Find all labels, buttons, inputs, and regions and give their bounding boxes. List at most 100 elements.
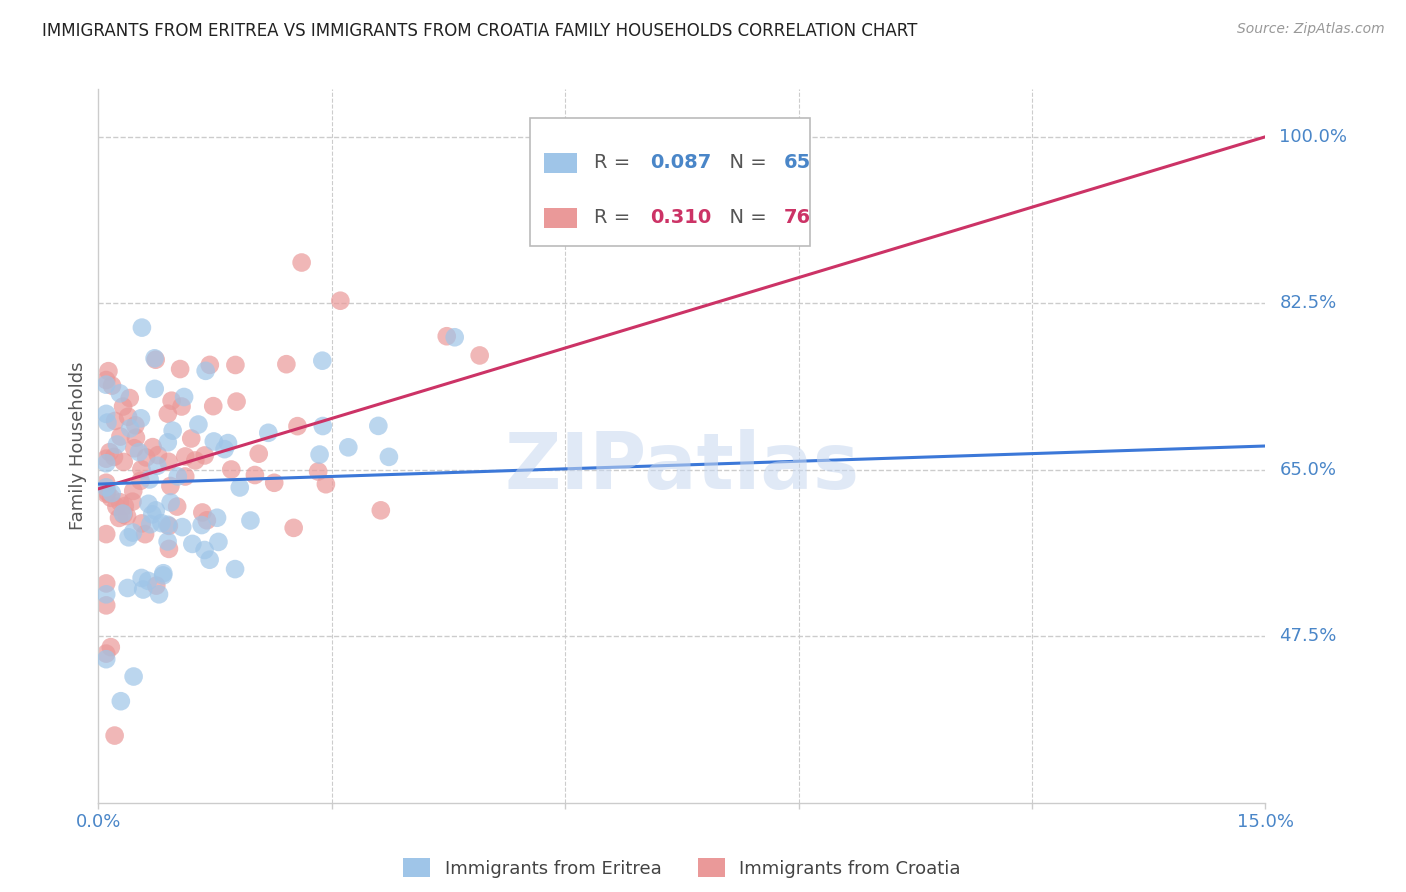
Point: [122, 483, 145, 498]
Text: 0.087: 0.087: [651, 153, 711, 172]
Point: [174, 450, 197, 464]
Point: [96, 599, 118, 613]
Text: 65.0%: 65.0%: [1279, 461, 1336, 479]
Point: [214, 442, 236, 457]
Point: [308, 448, 330, 462]
Point: [136, 574, 159, 588]
Point: [108, 386, 131, 401]
Point: [229, 481, 252, 495]
Point: [169, 362, 191, 376]
Point: [129, 474, 152, 488]
Point: [131, 571, 153, 585]
Point: [143, 351, 166, 366]
Point: [329, 293, 352, 308]
Point: [207, 535, 229, 549]
Point: [96, 407, 118, 421]
Point: [98, 445, 121, 459]
Point: [111, 507, 134, 521]
Point: [202, 399, 225, 413]
Point: [312, 419, 335, 434]
Point: [128, 445, 150, 459]
Point: [122, 525, 145, 540]
Point: [141, 508, 163, 522]
Point: [96, 652, 118, 666]
Point: [468, 348, 491, 362]
Point: [135, 450, 157, 465]
Point: [257, 425, 280, 440]
Text: 65: 65: [783, 153, 811, 172]
Point: [96, 456, 118, 470]
Point: [96, 527, 118, 541]
Point: [152, 568, 174, 582]
Point: [148, 587, 170, 601]
Point: [145, 352, 167, 367]
Point: [96, 451, 118, 466]
Point: [146, 458, 169, 473]
Point: [100, 640, 122, 655]
Point: [112, 508, 135, 522]
Point: [100, 486, 122, 500]
Point: [138, 473, 160, 487]
FancyBboxPatch shape: [530, 118, 810, 246]
Point: [103, 450, 125, 464]
Point: [145, 503, 167, 517]
Point: [443, 330, 465, 344]
Point: [224, 358, 246, 372]
Text: N =: N =: [717, 153, 773, 172]
Point: [104, 414, 127, 428]
Point: [118, 391, 141, 405]
Point: [378, 450, 401, 464]
Point: [283, 521, 305, 535]
Point: [124, 418, 146, 433]
Point: [96, 487, 118, 501]
Point: [96, 576, 118, 591]
Point: [101, 378, 124, 392]
Point: [117, 530, 139, 544]
Point: [436, 329, 458, 343]
Point: [311, 353, 333, 368]
Legend: Immigrants from Eritrea, Immigrants from Croatia: Immigrants from Eritrea, Immigrants from…: [394, 849, 970, 887]
Point: [134, 527, 156, 541]
Point: [122, 669, 145, 683]
Point: [184, 453, 207, 467]
Point: [173, 390, 195, 404]
Point: [150, 516, 173, 530]
Point: [132, 582, 155, 597]
Point: [224, 562, 246, 576]
Text: N =: N =: [717, 209, 773, 227]
Point: [96, 480, 118, 494]
Text: IMMIGRANTS FROM ERITREA VS IMMIGRANTS FROM CROATIA FAMILY HOUSEHOLDS CORRELATION: IMMIGRANTS FROM ERITREA VS IMMIGRANTS FR…: [42, 22, 918, 40]
Point: [239, 514, 262, 528]
Point: [367, 418, 389, 433]
Point: [112, 455, 135, 469]
Text: 76: 76: [783, 209, 811, 227]
Point: [145, 579, 167, 593]
Point: [193, 543, 215, 558]
Point: [97, 364, 120, 378]
Point: [198, 358, 221, 372]
Point: [131, 462, 153, 476]
Text: 47.5%: 47.5%: [1279, 627, 1337, 645]
Point: [108, 511, 131, 525]
Point: [125, 431, 148, 445]
Point: [114, 499, 136, 513]
Point: [157, 455, 180, 469]
Text: 0.310: 0.310: [651, 209, 711, 227]
Point: [120, 421, 142, 435]
Point: [205, 510, 228, 524]
Point: [315, 477, 337, 491]
Point: [194, 449, 217, 463]
Point: [96, 373, 118, 387]
Point: [156, 407, 179, 421]
Point: [115, 509, 138, 524]
FancyBboxPatch shape: [544, 208, 576, 228]
Point: [131, 320, 153, 334]
Point: [159, 479, 181, 493]
Point: [180, 432, 202, 446]
Point: [100, 491, 122, 505]
Text: 82.5%: 82.5%: [1279, 294, 1337, 312]
Point: [337, 440, 360, 454]
Text: ZIPatlas: ZIPatlas: [505, 429, 859, 506]
Point: [124, 442, 146, 456]
Point: [195, 513, 218, 527]
